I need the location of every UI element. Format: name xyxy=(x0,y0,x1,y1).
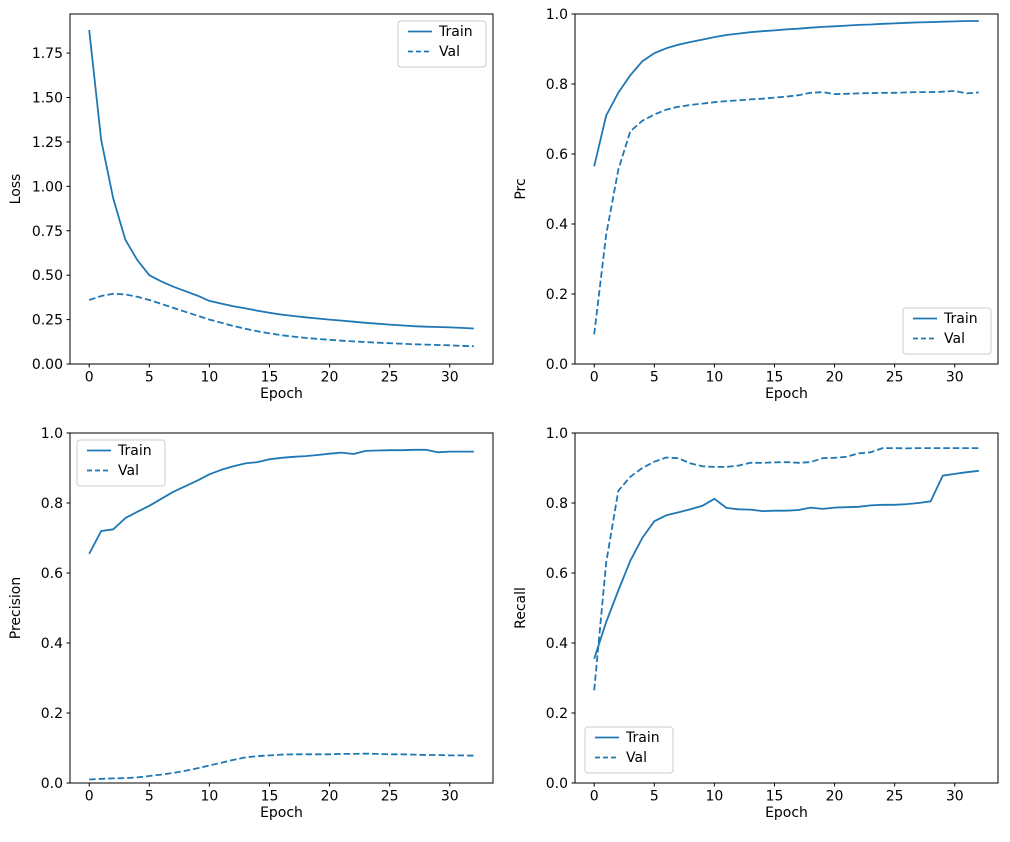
legend-box xyxy=(584,726,674,774)
y-tick-label: 0.0 xyxy=(41,776,63,792)
subplot-loss: 0 5 10 15 20 25 30 0.00 0.25 0.50 0.75 1.00 1.25 1.50… xyxy=(0,0,505,419)
axes-frame xyxy=(69,432,494,784)
legend-box xyxy=(902,307,992,355)
x-tick-label: 10 xyxy=(705,789,723,805)
x-tick-label: 15 xyxy=(261,370,279,386)
x-tick-label: 30 xyxy=(946,370,964,386)
y-tick-label: 1.75 xyxy=(32,46,63,62)
x-tick-label: 30 xyxy=(441,370,459,386)
x-tick-label: 20 xyxy=(321,370,339,386)
y-axis-label: Precision xyxy=(8,577,24,639)
y-tick-label: 1.50 xyxy=(32,91,63,107)
x-tick-label: 5 xyxy=(145,370,154,386)
legend: Train Val xyxy=(902,307,992,355)
val-line xyxy=(593,90,979,335)
subplot-prc: 0 5 10 15 20 25 30 0.0 0.2 0.4 0.6 0.8 1.0 Epoch Prc Tr… xyxy=(505,0,1010,419)
y-tick-label: 0.50 xyxy=(32,268,63,284)
legend: Train Val xyxy=(397,20,487,68)
val-line xyxy=(593,447,979,691)
precision-chart-svg: 0 5 10 15 20 25 30 0.0 0.2 0.4 0.6 0.8 1.0 Epoch Preci… xyxy=(8,426,494,821)
y-tick-label: 0.4 xyxy=(546,217,568,233)
x-tick-label: 0 xyxy=(85,789,94,805)
y-tick-label: 1.0 xyxy=(546,7,568,23)
train-line xyxy=(88,448,474,555)
y-tick-label: 0.2 xyxy=(546,287,568,303)
x-tick-label: 30 xyxy=(946,789,964,805)
y-axis-label: Prc xyxy=(513,178,529,199)
y-tick-label: 0.8 xyxy=(546,496,568,512)
legend-val-label: Val xyxy=(439,44,460,60)
x-tick-label: 25 xyxy=(886,789,904,805)
legend-train-label: Train xyxy=(117,443,152,459)
y-tick-label: 1.00 xyxy=(32,179,63,195)
val-line xyxy=(88,292,474,348)
train-line xyxy=(88,29,474,330)
legend-val-label: Val xyxy=(118,463,139,479)
y-tick-label: 1.0 xyxy=(546,426,568,442)
train-line xyxy=(593,469,979,660)
val-line xyxy=(89,752,474,781)
x-axis-label: Epoch xyxy=(765,386,808,402)
subplot-precision: 0 5 10 15 20 25 30 0.0 0.2 0.4 0.6 0.8 1.0 Epoch Preci… xyxy=(0,419,505,838)
legend-train-label: Train xyxy=(943,311,978,327)
x-tick-label: 0 xyxy=(590,789,599,805)
x-tick-label: 0 xyxy=(85,370,94,386)
y-tick-label: 0.6 xyxy=(546,147,568,163)
y-tick-label: 0.0 xyxy=(546,357,568,373)
y-tick-label: 0.2 xyxy=(41,706,63,722)
x-tick-label: 25 xyxy=(381,789,399,805)
x-tick-label: 15 xyxy=(766,370,784,386)
legend: Train Val xyxy=(76,439,166,487)
legend-train-label: Train xyxy=(625,730,660,746)
legend: Train Val xyxy=(584,726,674,774)
x-tick-label: 5 xyxy=(650,370,659,386)
x-axis-label: Epoch xyxy=(260,805,303,821)
axes-frame xyxy=(69,13,494,365)
loss-chart-svg: 0 5 10 15 20 25 30 0.00 0.25 0.50 0.75 1.00 1.25 1.50… xyxy=(8,13,494,402)
x-tick-label: 20 xyxy=(826,370,844,386)
x-axis-label: Epoch xyxy=(765,805,808,821)
y-tick-label: 0.0 xyxy=(546,776,568,792)
axes-frame xyxy=(574,13,999,365)
x-tick-label: 15 xyxy=(766,789,784,805)
x-tick-label: 10 xyxy=(200,789,218,805)
y-tick-label: 0.4 xyxy=(41,636,63,652)
legend-train-label: Train xyxy=(438,24,473,40)
x-tick-label: 25 xyxy=(381,370,399,386)
legend-box xyxy=(76,439,166,487)
legend-val-label: Val xyxy=(944,331,965,347)
x-tick-label: 20 xyxy=(321,789,339,805)
x-tick-label: 20 xyxy=(826,789,844,805)
y-tick-label: 0.8 xyxy=(41,496,63,512)
axes-frame xyxy=(574,432,999,784)
y-tick-label: 0.8 xyxy=(546,77,568,93)
legend-box xyxy=(397,20,487,68)
x-tick-label: 15 xyxy=(261,789,279,805)
y-axis-label: Loss xyxy=(8,174,24,205)
y-tick-label: 0.6 xyxy=(41,566,63,582)
x-tick-label: 10 xyxy=(705,370,723,386)
train-line xyxy=(593,20,979,167)
x-tick-label: 30 xyxy=(441,789,459,805)
y-tick-label: 1.0 xyxy=(41,426,63,442)
x-tick-label: 0 xyxy=(590,370,599,386)
recall-chart-svg: 0 5 10 15 20 25 30 0.0 0.2 0.4 0.6 0.8 1.0 Epoch Recal… xyxy=(513,426,999,821)
x-tick-label: 5 xyxy=(650,789,659,805)
x-tick-label: 25 xyxy=(886,370,904,386)
x-tick-label: 5 xyxy=(145,789,154,805)
y-tick-label: 0.6 xyxy=(546,566,568,582)
x-tick-label: 10 xyxy=(200,370,218,386)
y-tick-label: 0.2 xyxy=(546,706,568,722)
y-tick-label: 0.4 xyxy=(546,636,568,652)
y-tick-label: 1.25 xyxy=(32,135,63,151)
subplot-recall: 0 5 10 15 20 25 30 0.0 0.2 0.4 0.6 0.8 1.0 Epoch Recal… xyxy=(505,419,1010,838)
y-tick-label: 0.25 xyxy=(32,313,63,329)
y-tick-label: 0.00 xyxy=(32,357,63,373)
y-axis-label: Recall xyxy=(513,587,529,629)
prc-chart-svg: 0 5 10 15 20 25 30 0.0 0.2 0.4 0.6 0.8 1.0 Epoch Prc Tr… xyxy=(513,7,999,402)
x-axis-label: Epoch xyxy=(260,386,303,402)
y-tick-label: 0.75 xyxy=(32,224,63,240)
legend-val-label: Val xyxy=(626,750,647,766)
